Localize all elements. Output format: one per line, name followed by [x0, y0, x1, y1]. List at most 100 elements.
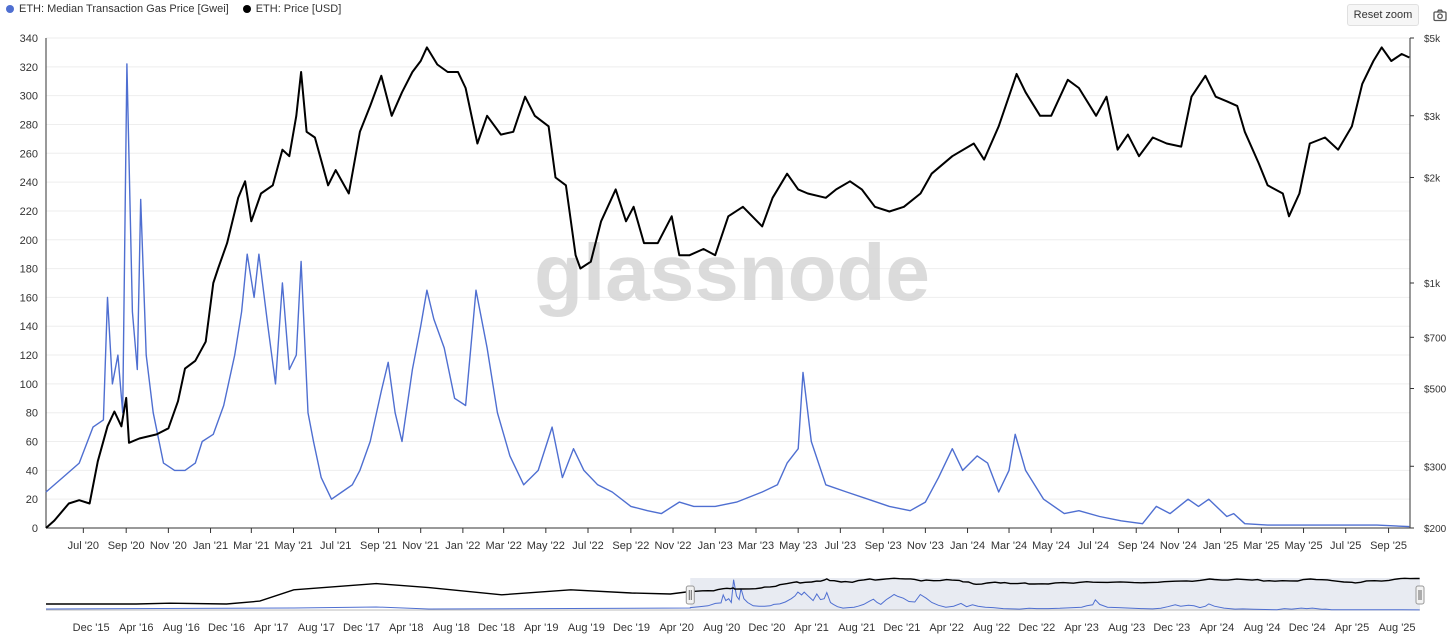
y-left-tick-label: 260 [20, 148, 38, 160]
y-left-tick-label: 300 [20, 91, 38, 103]
chart-legend: ETH: Median Transaction Gas Price [Gwei]… [6, 3, 341, 15]
navigator-line-gas-price [45, 579, 1420, 611]
x-tick-label: Jul '21 [320, 540, 351, 552]
navigator-x-tick-label: Apr '20 [659, 622, 694, 634]
navigator-handle-left[interactable] [685, 585, 695, 605]
legend-price-marker [242, 5, 251, 13]
navigator-x-tick-label: Aug '18 [433, 622, 470, 634]
navigator-x-tick-label: Dec '15 [73, 622, 110, 634]
x-tick-label: Jan '21 [193, 540, 228, 552]
legend-gas-marker [6, 5, 14, 13]
x-tick-label: Sep '21 [360, 540, 397, 552]
x-tick-label: Jul '23 [825, 540, 856, 552]
navigator-x-tick-label: Apr '22 [929, 622, 964, 634]
x-tick-label: Mar '21 [233, 540, 269, 552]
reset-zoom-button[interactable]: Reset zoom [1347, 4, 1419, 26]
y-right-tick-label: $1k [1424, 279, 1441, 290]
y-right-tick-label: $5k [1424, 34, 1441, 45]
y-left-tick-label: 20 [26, 494, 38, 506]
x-tick-label: Jan '23 [698, 540, 733, 552]
navigator-x-tick-label: Dec '16 [208, 622, 245, 634]
navigator-x-tick-label: Aug '17 [298, 622, 335, 634]
navigator-selection[interactable] [690, 578, 1420, 610]
x-tick-label: Jul '20 [68, 540, 99, 552]
navigator-x-tick-label: Aug '22 [973, 622, 1010, 634]
navigator-x-tick-label: Aug '19 [568, 622, 605, 634]
legend-item-gas[interactable]: ETH: Median Transaction Gas Price [Gwei] [6, 3, 229, 15]
y-left-tick-label: 200 [20, 235, 38, 247]
navigator-x-tick-label: Apr '18 [389, 622, 424, 634]
y-left-tick-label: 280 [20, 119, 38, 131]
x-tick-label: Sep '24 [1118, 540, 1155, 552]
y-left-tick-label: 120 [20, 350, 38, 362]
y-left-tick-label: 240 [20, 177, 38, 189]
x-tick-label: Mar '23 [738, 540, 774, 552]
x-tick-label: Mar '24 [991, 540, 1027, 552]
navigator-x-tick-label: Apr '19 [524, 622, 559, 634]
series-line-eth-price [45, 46, 1410, 529]
navigator-x-tick-label: Aug '25 [1379, 622, 1416, 634]
y-right-tick-label: $500 [1424, 385, 1447, 396]
navigator-x-tick-label: Apr '23 [1064, 622, 1099, 634]
legend-item-price[interactable]: ETH: Price [USD] [242, 3, 341, 15]
series-lines [45, 46, 1410, 529]
x-tick-label: Jul '22 [572, 540, 603, 552]
navigator-x-tick-label: Apr '16 [119, 622, 154, 634]
x-tick-label: Mar '22 [485, 540, 521, 552]
y-right-tick-label: $300 [1424, 462, 1447, 473]
navigator-x-tick-label: Apr '21 [794, 622, 829, 634]
navigator-x-tick-label: Aug '16 [163, 622, 200, 634]
gridlines [46, 37, 1410, 529]
navigator-x-tick-label: Dec '17 [343, 622, 380, 634]
navigator-x-tick-label: Dec '22 [1018, 622, 1055, 634]
x-tick-label: Nov '21 [402, 540, 439, 552]
x-tick-label: May '23 [779, 540, 817, 552]
navigator: Dec '15 Apr '16 Aug '16 Dec '16 Apr '17 Aug '… [45, 577, 1425, 634]
y-right-tick-label: $200 [1424, 524, 1447, 535]
x-tick-label: Jul '25 [1330, 540, 1361, 552]
x-tick-label: Sep '20 [108, 540, 145, 552]
navigator-x-tick-label: Dec '24 [1289, 622, 1326, 634]
x-tick-label: Sep '22 [612, 540, 649, 552]
x-tick-label: Jan '25 [1203, 540, 1238, 552]
x-tick-label: May '21 [274, 540, 312, 552]
navigator-x-tick-label: Aug '21 [838, 622, 875, 634]
navigator-x-tick-label: Dec '19 [613, 622, 650, 634]
x-tick-label: Nov '24 [1160, 540, 1197, 552]
y-left-tick-label: 80 [26, 408, 38, 420]
navigator-x-tick-label: Dec '18 [478, 622, 515, 634]
camera-icon[interactable] [1433, 8, 1447, 22]
x-tick-label: Mar '25 [1243, 540, 1279, 552]
y-left-tick-label: 0 [32, 523, 38, 535]
x-tick-label: Jan '22 [445, 540, 480, 552]
watermark: glassnode [534, 228, 930, 317]
navigator-x-tick-label: Apr '25 [1335, 622, 1370, 634]
series-line-gas-price [45, 63, 1410, 528]
left-axis: 0 20 40 60 80 100 120 140 160 180 200 220 240 260 280 3… [20, 33, 47, 535]
navigator-x-tick-label: Aug '23 [1108, 622, 1145, 634]
navigator-handle-right[interactable] [1415, 585, 1425, 605]
y-left-tick-label: 180 [20, 264, 38, 276]
y-left-tick-label: 100 [20, 379, 38, 391]
x-tick-label: May '22 [527, 540, 565, 552]
y-right-tick-label: $3k [1424, 112, 1441, 123]
x-tick-label: Jan '24 [950, 540, 985, 552]
x-axis: Jul '20 Sep '20 Nov '20 Jan '21 Mar '21 May '… [46, 527, 1410, 552]
right-axis: $200 $300 $500 $700 $1k $2k $3k $5k [1409, 34, 1447, 535]
navigator-x-tick-label: Dec '23 [1153, 622, 1190, 634]
navigator-x-tick-label: Dec '20 [748, 622, 785, 634]
y-left-tick-label: 220 [20, 206, 38, 218]
y-left-tick-label: 140 [20, 321, 38, 333]
y-left-tick-label: 160 [20, 292, 38, 304]
y-left-tick-label: 320 [20, 62, 38, 74]
x-tick-label: Nov '22 [655, 540, 692, 552]
y-left-tick-label: 40 [26, 465, 38, 477]
x-tick-label: Sep '23 [865, 540, 902, 552]
y-left-tick-label: 60 [26, 437, 38, 449]
x-tick-label: May '24 [1032, 540, 1070, 552]
x-tick-label: Sep '25 [1370, 540, 1407, 552]
navigator-line-eth-price [46, 577, 1420, 605]
x-tick-label: Nov '23 [907, 540, 944, 552]
navigator-x-tick-label: Apr '24 [1200, 622, 1235, 634]
